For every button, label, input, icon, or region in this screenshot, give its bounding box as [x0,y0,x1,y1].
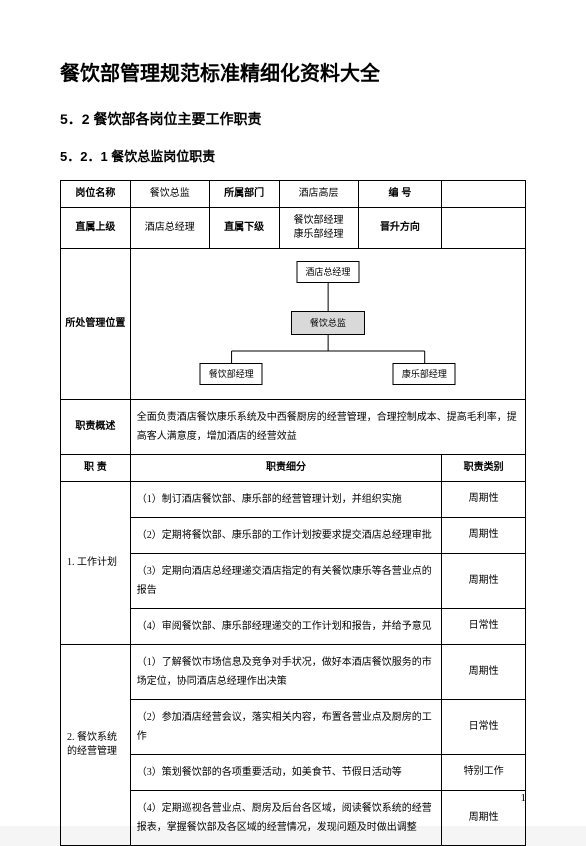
cell-promotion-label: 晋升方向 [358,207,442,248]
duty-col-2: 职责细分 [130,454,442,481]
duty-item-type: 周期性 [442,790,526,845]
table-row: （3）策划餐饮部的各项重要活动，如美食节、节假日活动等 特别工作 [61,754,526,790]
duty-item-text: （2）参加酒店经营会议，落实相关内容，布置各营业点及厨房的工作 [130,699,442,754]
table-row: （4）审阅餐饮部、康乐部经理递交的工作计划和报告，并给予意见 日常性 [61,608,526,644]
cell-subordinate-label: 直属下级 [209,207,279,248]
duty-item-type: 周期性 [442,553,526,608]
header-row-1: 岗位名称 餐饮总监 所属部门 酒店高层 编 号 [61,180,526,207]
overview-row: 职责概述 全面负责酒店餐饮康乐系统及中西餐厨房的经营管理，合理控制成本、提高毛利… [61,399,526,454]
cell-superior-value: 酒店总经理 [130,207,209,248]
heading-2: 5．2 餐饮部各岗位主要工作职责 [60,110,526,130]
duty-group-1-label: 1. 工作计划 [61,481,131,644]
duty-item-text: （1）了解餐饮市场信息及竞争对手状况，做好本酒店餐饮服务的市场定位，协同酒店总经… [130,644,442,699]
duty-item-text: （3）定期向酒店总经理递交酒店指定的有关餐饮康乐等各营业点的报告 [130,553,442,608]
duty-item-text: （4）审阅餐饮部、康乐部经理递交的工作计划和报告，并给予意见 [130,608,442,644]
cell-pos-name-value: 餐饮总监 [130,180,209,207]
duty-item-text: （2）定期将餐饮部、康乐部的工作计划按要求提交酒店总经理审批 [130,517,442,553]
cell-code-label: 编 号 [358,180,442,207]
document-page: 餐饮部管理规范标准精细化资料大全 5．2 餐饮部各岗位主要工作职责 5．2．1 … [0,0,586,826]
duty-item-type: 周期性 [442,481,526,517]
org-chart: 酒店总经理 餐饮总监 餐饮部经理 康乐部经理 [135,259,521,389]
duty-item-text: （3）策划餐饮部的各项重要活动，如美食节、节假日活动等 [130,754,442,790]
heading-3: 5．2．1 餐饮总监岗位职责 [60,148,526,166]
overview-text: 全面负责酒店餐饮康乐系统及中西餐厨房的经营管理，合理控制成本、提高毛利率，提高客… [130,399,525,454]
table-row: 1. 工作计划 （1）制订酒店餐饮部、康乐部的经营管理计划，并组织实施 周期性 [61,481,526,517]
cell-code-value [442,180,526,207]
page-number: 1 [521,791,527,806]
duty-col-3: 职责类别 [442,454,526,481]
table-row: （2）定期将餐饮部、康乐部的工作计划按要求提交酒店总经理审批 周期性 [61,517,526,553]
duty-item-type: 特别工作 [442,754,526,790]
org-label: 所处管理位置 [61,248,131,399]
org-node-left: 餐饮部经理 [200,363,263,386]
duty-item-type: 日常性 [442,608,526,644]
cell-promotion-value [442,207,526,248]
org-node-right: 康乐部经理 [393,363,456,386]
doc-title: 餐饮部管理规范标准精细化资料大全 [60,60,526,88]
table-row: （3）定期向酒店总经理递交酒店指定的有关餐饮康乐等各营业点的报告 周期性 [61,553,526,608]
org-node-top: 酒店总经理 [296,261,359,284]
duty-col-1: 职 责 [61,454,131,481]
duty-item-type: 周期性 [442,644,526,699]
duty-item-text: （4）定期巡视各营业点、厨房及后台各区域，阅读餐饮系统的经营报表，掌握餐饮部及各… [130,790,442,845]
org-node-mid: 餐饮总监 [291,311,365,336]
table-row: 2. 餐饮系统的经营管理 （1）了解餐饮市场信息及竞争对手状况，做好本酒店餐饮服… [61,644,526,699]
cell-dept-label: 所属部门 [209,180,279,207]
duty-item-type: 日常性 [442,699,526,754]
cell-superior-label: 直属上级 [61,207,131,248]
table-row: （4）定期巡视各营业点、厨房及后台各区域，阅读餐饮系统的经营报表，掌握餐饮部及各… [61,790,526,845]
duty-item-type: 周期性 [442,517,526,553]
duty-group-2-label: 2. 餐饮系统的经营管理 [61,644,131,845]
duty-header-row: 职 责 职责细分 职责类别 [61,454,526,481]
org-row: 所处管理位置 酒店总经理 餐饮总监 餐饮部经理 康乐部经理 [61,248,526,399]
org-chart-cell: 酒店总经理 餐饮总监 餐饮部经理 康乐部经理 [130,248,525,399]
cell-pos-name-label: 岗位名称 [61,180,131,207]
duty-item-text: （1）制订酒店餐饮部、康乐部的经营管理计划，并组织实施 [130,481,442,517]
job-spec-table: 岗位名称 餐饮总监 所属部门 酒店高层 编 号 直属上级 酒店总经理 直属下级 … [60,180,526,846]
cell-dept-value: 酒店高层 [279,180,358,207]
header-row-2: 直属上级 酒店总经理 直属下级 餐饮部经理 康乐部经理 晋升方向 [61,207,526,248]
overview-label: 职责概述 [61,399,131,454]
cell-subordinate-value: 餐饮部经理 康乐部经理 [279,207,358,248]
table-row: （2）参加酒店经营会议，落实相关内容，布置各营业点及厨房的工作 日常性 [61,699,526,754]
